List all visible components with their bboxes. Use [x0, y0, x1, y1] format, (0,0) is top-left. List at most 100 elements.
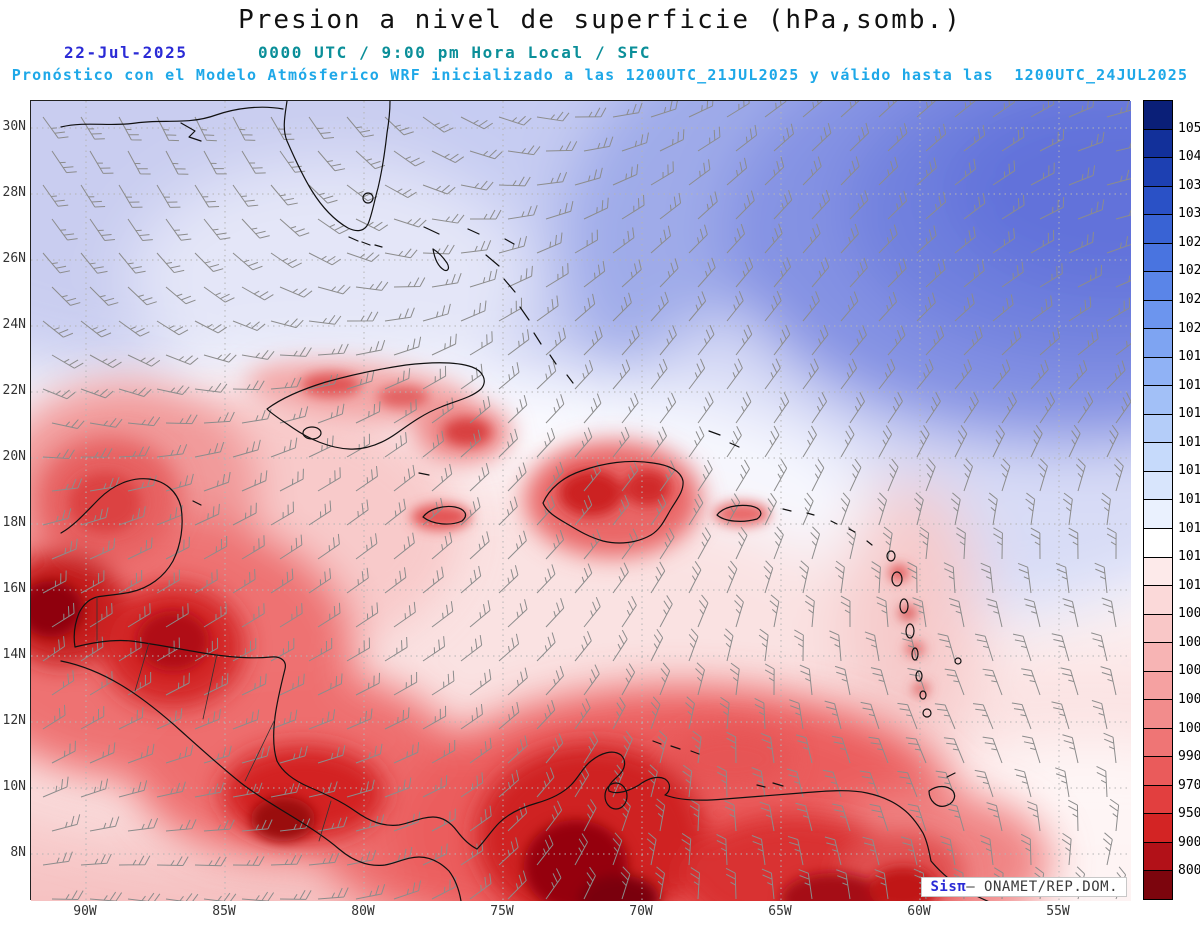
colorbar-label: 1004	[1178, 663, 1200, 679]
colorbar-cell	[1144, 870, 1172, 899]
lat-axis-label: 26N	[2, 251, 26, 266]
colorbar-cell	[1144, 642, 1172, 671]
coastline-florida	[283, 101, 391, 232]
colorbar-label: 1050	[1178, 120, 1200, 136]
coastline-cozumel	[192, 500, 202, 506]
colorbar-label: 1020	[1178, 320, 1200, 336]
colorbar-label: 1025	[1178, 263, 1200, 279]
colorbar-cell	[1144, 556, 1172, 586]
lat-axis-label: 20N	[2, 449, 26, 464]
lat-axis-label: 14N	[2, 647, 26, 662]
lon-axis-label: 55W	[1046, 904, 1070, 919]
coastline-margarita	[756, 782, 784, 788]
colorbar-cell	[1144, 271, 1172, 300]
lat-axis-label: 30N	[2, 119, 26, 134]
coastline-puerto-rico	[716, 504, 762, 522]
colorbar-label: 1006	[1178, 634, 1200, 650]
lake-okeechobee	[362, 192, 374, 204]
colorbar-cell	[1144, 413, 1172, 443]
colorbar-label: 1019	[1178, 349, 1200, 365]
page-title: Presion a nivel de superficie (hPa,somb.…	[238, 5, 962, 35]
coastline-caymans	[418, 472, 430, 476]
colorbar-cell	[1144, 242, 1172, 272]
colorbar-cell	[1144, 670, 1172, 700]
colorbar-cell	[1144, 499, 1172, 528]
colorbar-label: 1002	[1178, 692, 1200, 707]
coastline-hispaniola	[542, 460, 684, 544]
colorbar-cell	[1144, 813, 1172, 842]
colorbar-label: 1012	[1178, 549, 1200, 565]
colorbar-label: 1017	[1178, 406, 1200, 422]
lat-axis-label: 18N	[2, 515, 26, 530]
colorbar-cell	[1144, 128, 1172, 158]
lon-axis-label: 80W	[351, 904, 375, 919]
valid-time-label: 0000 UTC / 9:00 pm Hora Local / SFC	[258, 43, 652, 62]
credit-brand: Sisπ	[930, 879, 967, 895]
valid-date-label: 22-Jul-2025	[64, 43, 188, 62]
lake-maracaibo	[604, 782, 628, 810]
lat-axis-label: 16N	[2, 581, 26, 596]
lat-axis-label: 22N	[2, 383, 26, 398]
colorbar-label: 1010	[1178, 577, 1200, 593]
colorbar-cell	[1144, 699, 1172, 728]
colorbar-cell	[1144, 841, 1172, 871]
lon-axis-label: 90W	[73, 904, 97, 919]
coastline-turks	[708, 430, 740, 448]
credit-badge: Sisπ– ONAMET/REP.DOM.	[921, 877, 1127, 897]
colorbar-cell	[1144, 470, 1172, 500]
colorbar-label: 1015	[1178, 463, 1200, 479]
colorbar-label: 900	[1178, 834, 1200, 850]
coastline-lesser-antilles	[886, 550, 962, 718]
coastline-central-america-pacific	[60, 660, 462, 901]
lat-axis-label: 12N	[2, 713, 26, 728]
coastline-south-america	[476, 751, 989, 901]
isla-juventud	[302, 426, 322, 440]
lat-axis-label: 8N	[10, 845, 26, 860]
lat-axis-label: 24N	[2, 317, 26, 332]
pressure-shading-layer	[31, 101, 1131, 901]
colorbar-cell	[1144, 613, 1172, 643]
colorbar-cell	[1144, 356, 1172, 386]
lon-axis-label: 65W	[768, 904, 792, 919]
coastline-virgin-leeward	[782, 508, 873, 546]
colorbar-label: 1008	[1178, 606, 1200, 622]
colorbar-label: 800	[1178, 863, 1200, 879]
country-borders	[96, 596, 332, 842]
colorbar-label: 1030	[1178, 206, 1200, 222]
colorbar-label: 1035	[1178, 177, 1200, 193]
coastline-abc-islands	[652, 740, 700, 755]
lon-axis-label: 75W	[490, 904, 514, 919]
colorbar-cell	[1144, 101, 1172, 129]
coastline-tobago	[946, 772, 956, 778]
colorbar-cell	[1144, 442, 1172, 471]
lon-axis-label: 85W	[212, 904, 236, 919]
lat-axis-label: 10N	[2, 779, 26, 794]
coastline-florida-keys	[348, 236, 383, 248]
colorbar-label: 1022	[1178, 292, 1200, 307]
colorbar-cell	[1144, 214, 1172, 243]
forecast-note: Pronóstico con el Modelo Atmósferico WRF…	[11, 66, 1189, 84]
colorbar-label: 970	[1178, 777, 1200, 793]
coastline-gulf	[60, 106, 284, 128]
coastline-delta	[180, 122, 202, 142]
coastlines-layer	[60, 101, 989, 901]
colorbar-cell	[1144, 185, 1172, 215]
colorbar-cell	[1144, 727, 1172, 757]
colorbar-label: 990	[1178, 749, 1200, 765]
lon-axis-label: 60W	[907, 904, 931, 919]
colorbar-cell	[1144, 385, 1172, 414]
coastline-yucatan-caribbean	[60, 478, 478, 850]
colorbar-cell	[1144, 157, 1172, 186]
colorbar-label: 1014	[1178, 492, 1200, 507]
colorbar-cell	[1144, 585, 1172, 614]
credit-org: – ONAMET/REP.DOM.	[966, 879, 1118, 895]
map-canvas: Sisπ– ONAMET/REP.DOM.	[30, 100, 1131, 901]
coastline-cuba	[266, 362, 485, 450]
coastline-bahamas	[423, 226, 574, 384]
colorbar-label: 1040	[1178, 149, 1200, 165]
pressure-field-svg	[31, 101, 1131, 901]
colorbar-cell	[1144, 784, 1172, 814]
coastline-jamaica	[422, 505, 467, 525]
colorbar	[1143, 100, 1173, 900]
